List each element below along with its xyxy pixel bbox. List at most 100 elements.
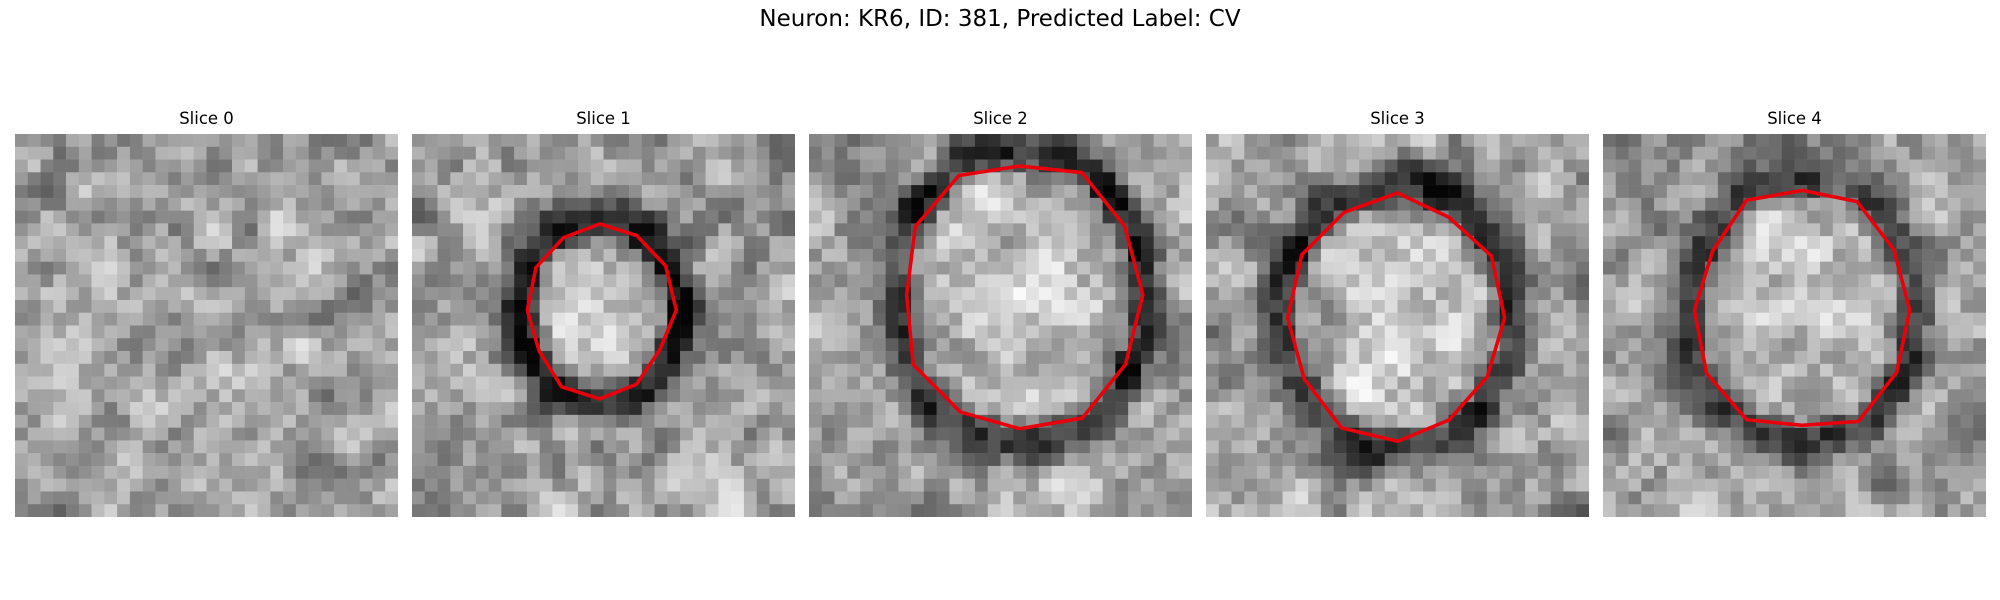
pixel — [1153, 299, 1167, 313]
pixel — [1115, 465, 1129, 479]
pixel — [1320, 453, 1334, 467]
pixel — [885, 223, 899, 237]
pixel — [15, 325, 29, 339]
pixel — [1153, 453, 1167, 467]
pixel — [949, 427, 963, 441]
pixel — [1845, 134, 1859, 148]
pixel — [1026, 427, 1040, 441]
pixel — [1320, 376, 1334, 390]
pixel — [78, 414, 92, 428]
pixel — [1807, 376, 1821, 390]
pixel — [1346, 504, 1360, 517]
pixel — [1973, 197, 1986, 211]
pixel — [782, 363, 795, 377]
pixel — [1359, 376, 1373, 390]
pixel — [1615, 453, 1629, 467]
pixel — [1359, 299, 1373, 313]
slice-image — [809, 134, 1192, 517]
pixel — [1269, 248, 1283, 262]
pixel — [514, 414, 528, 428]
pixel — [743, 146, 757, 160]
pixel — [514, 351, 528, 365]
pixel — [1320, 274, 1334, 288]
pixel — [53, 338, 67, 352]
pixel — [15, 185, 29, 199]
pixel — [66, 440, 80, 454]
pixel — [552, 223, 566, 237]
pixel — [603, 414, 617, 428]
pixel — [1934, 440, 1948, 454]
pixel — [987, 389, 1001, 403]
pixel — [923, 453, 937, 467]
pixel — [1128, 146, 1142, 160]
pixel — [1512, 299, 1526, 313]
pixel — [1026, 453, 1040, 467]
pixel — [1973, 261, 1986, 275]
pixel — [1525, 159, 1539, 173]
pixel — [1615, 465, 1629, 479]
pixel — [1115, 299, 1129, 313]
pixel — [731, 210, 745, 224]
pixel — [680, 274, 694, 288]
pixel — [705, 363, 719, 377]
pixel — [1448, 299, 1462, 313]
pixel — [1435, 299, 1449, 313]
pixel — [667, 223, 681, 237]
pixel — [577, 172, 591, 186]
pixel — [1333, 248, 1347, 262]
pixel — [885, 236, 899, 250]
pixel — [78, 248, 92, 262]
pixel — [155, 465, 169, 479]
pixel — [872, 363, 886, 377]
pixel — [1346, 287, 1360, 301]
pixel — [1909, 248, 1923, 262]
pixel — [629, 478, 643, 492]
pixel — [1654, 287, 1668, 301]
pixel — [1628, 223, 1642, 237]
pixel — [756, 389, 770, 403]
pixel — [27, 236, 41, 250]
pixel — [1525, 223, 1539, 237]
pixel — [372, 134, 386, 148]
pixel — [1346, 248, 1360, 262]
pixel — [1537, 299, 1551, 313]
pixel — [821, 504, 835, 517]
pixel — [1295, 414, 1309, 428]
pixel — [1153, 210, 1167, 224]
pixel — [577, 299, 591, 313]
pixel — [1333, 351, 1347, 365]
pixel — [308, 465, 322, 479]
pixel — [142, 338, 156, 352]
pixel — [463, 376, 477, 390]
pixel — [974, 376, 988, 390]
pixel — [885, 427, 899, 441]
pixel — [872, 274, 886, 288]
pixel — [1768, 248, 1782, 262]
pixel — [1013, 363, 1027, 377]
pixel — [641, 197, 655, 211]
pixel — [974, 248, 988, 262]
pixel — [565, 312, 579, 326]
pixel — [1730, 363, 1744, 377]
pixel — [514, 210, 528, 224]
pixel — [526, 402, 540, 416]
pixel — [385, 248, 398, 262]
pixel — [270, 402, 284, 416]
pixel — [1320, 299, 1334, 313]
pixel — [1692, 210, 1706, 224]
pixel — [1026, 312, 1040, 326]
pixel — [1359, 312, 1373, 326]
pixel — [1410, 261, 1424, 275]
pixel — [1308, 146, 1322, 160]
pixel — [1166, 236, 1180, 250]
pixel — [1743, 159, 1757, 173]
pixel — [1768, 427, 1782, 441]
pixel — [1166, 312, 1180, 326]
pixel — [1257, 402, 1271, 416]
pixel — [1448, 236, 1462, 250]
pixel — [629, 491, 643, 505]
pixel — [40, 376, 54, 390]
pixel — [1026, 248, 1040, 262]
pixel — [283, 504, 297, 517]
pixel — [565, 185, 579, 199]
